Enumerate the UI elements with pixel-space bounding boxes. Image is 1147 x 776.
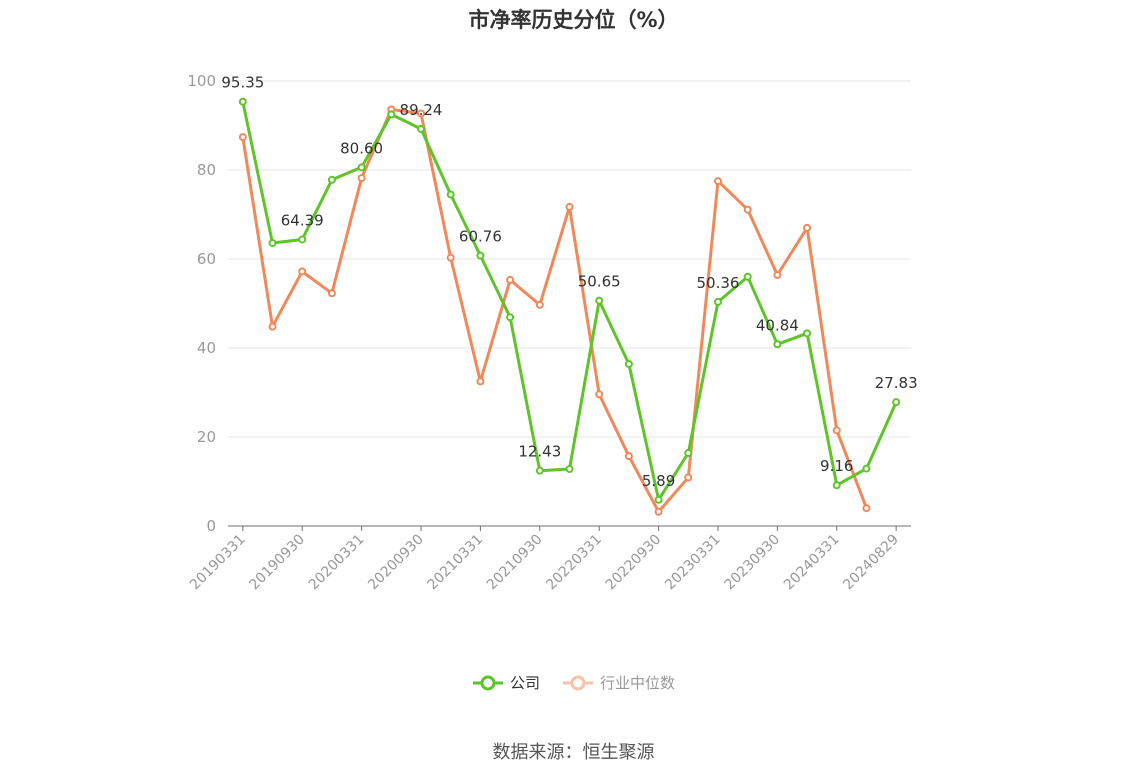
data-point-company: [417, 124, 426, 133]
x-tick-label: 20190930: [246, 532, 308, 594]
series-line-company: [241, 101, 898, 502]
data-point-company: [684, 449, 693, 458]
data-label: 5.89: [642, 472, 675, 490]
data-point-company: [476, 251, 485, 260]
x-tick-label: 20200331: [306, 532, 368, 594]
y-tick-label: 60: [197, 250, 216, 268]
data-point-company: [654, 495, 663, 504]
legend-industry-marker-icon: [563, 675, 593, 690]
data-label: 64.39: [281, 211, 324, 229]
data-point-company: [743, 272, 752, 281]
y-tick-label: 0: [206, 517, 216, 535]
data-point-company: [624, 360, 633, 369]
data-point-company: [713, 297, 722, 306]
data-point-company: [238, 97, 247, 106]
data-point-company: [327, 175, 336, 184]
data-point-company: [773, 340, 782, 349]
data-label: 27.83: [875, 374, 918, 392]
data-point-company: [595, 296, 604, 305]
data-point-industry: [862, 504, 871, 513]
x-tick-label: 20210331: [425, 532, 487, 594]
x-tick-label: 20220930: [603, 532, 665, 594]
legend: 公司 行业中位数: [0, 672, 1147, 693]
chart-title: 市净率历史分位（%）: [468, 8, 679, 32]
grid-lines: [228, 80, 911, 438]
data-point-company: [506, 313, 515, 322]
data-label: 95.35: [221, 74, 264, 92]
data-label: 80.60: [340, 139, 383, 157]
data-label: 50.65: [578, 273, 621, 291]
data-point-company: [446, 190, 455, 199]
data-point-industry: [624, 452, 633, 461]
data-point-industry: [713, 177, 722, 186]
data-point-industry: [268, 322, 277, 331]
data-point-industry: [535, 300, 544, 309]
data-point-industry: [684, 473, 693, 482]
y-tick-label: 80: [197, 161, 216, 179]
x-tick-label: 20240331: [781, 532, 843, 594]
x-tick-label: 20230331: [662, 532, 724, 594]
data-point-company: [862, 464, 871, 473]
series-line-industry: [241, 108, 868, 514]
data-label: 40.84: [756, 316, 799, 334]
data-point-industry: [446, 253, 455, 262]
data-point-industry: [476, 377, 485, 386]
x-tick-label: 20240829: [840, 532, 902, 594]
data-label: 89.24: [400, 101, 443, 119]
data-point-industry: [357, 174, 366, 183]
legend-item-company[interactable]: 公司: [472, 672, 540, 693]
data-point-company: [535, 466, 544, 475]
data-source-note: 数据来源：恒生聚源: [492, 742, 655, 763]
data-point-company: [565, 465, 574, 474]
data-point-company: [298, 235, 307, 244]
data-point-industry: [506, 275, 515, 284]
legend-company-marker-icon: [472, 675, 503, 690]
data-point-industry: [832, 426, 841, 435]
line-chart: 0 20 40 60 80 100 2019033120190930202003312020…: [187, 72, 918, 593]
data-label: 12.43: [518, 443, 561, 461]
data-point-industry: [238, 133, 247, 142]
legend-item-industry[interactable]: 行业中位数: [562, 672, 675, 693]
y-tick-label: 40: [197, 339, 216, 357]
series: [238, 97, 901, 516]
data-point-industry: [417, 109, 426, 118]
data-point-company: [357, 163, 366, 172]
legend-company-label: 公司: [509, 674, 540, 692]
data-point-industry: [565, 202, 574, 211]
data-label: 9.16: [820, 457, 853, 475]
x-tick-label: 20230930: [721, 532, 783, 594]
x-tick-label: 20200930: [365, 532, 427, 594]
data-point-industry: [595, 390, 604, 399]
data-label: 50.36: [697, 274, 740, 292]
data-point-industry: [803, 223, 812, 232]
data-point-company: [387, 110, 396, 119]
x-tick-label: 20210930: [484, 532, 546, 594]
data-point-company: [832, 481, 841, 490]
x-tick-label: 20220331: [543, 532, 605, 594]
y-tick-label: 100: [187, 72, 216, 90]
data-point-industry: [773, 271, 782, 280]
y-tick-label: 20: [197, 428, 216, 446]
data-point-industry: [743, 205, 752, 214]
x-tick-label: 20190331: [187, 532, 249, 594]
legend-industry-label: 行业中位数: [600, 674, 676, 692]
data-point-industry: [298, 267, 307, 276]
data-labels: 95.35 64.39 80.60 89.24 60.76 12.43 50.65 5.89 5…: [221, 74, 917, 490]
data-point-industry: [327, 289, 336, 298]
data-point-company: [268, 238, 277, 247]
data-label: 60.76: [459, 228, 502, 246]
axes: 0 20 40 60 80 100 2019033120190930202003312020…: [187, 72, 911, 593]
data-point-company: [892, 398, 901, 407]
data-point-company: [803, 329, 812, 338]
data-point-industry: [654, 507, 663, 516]
